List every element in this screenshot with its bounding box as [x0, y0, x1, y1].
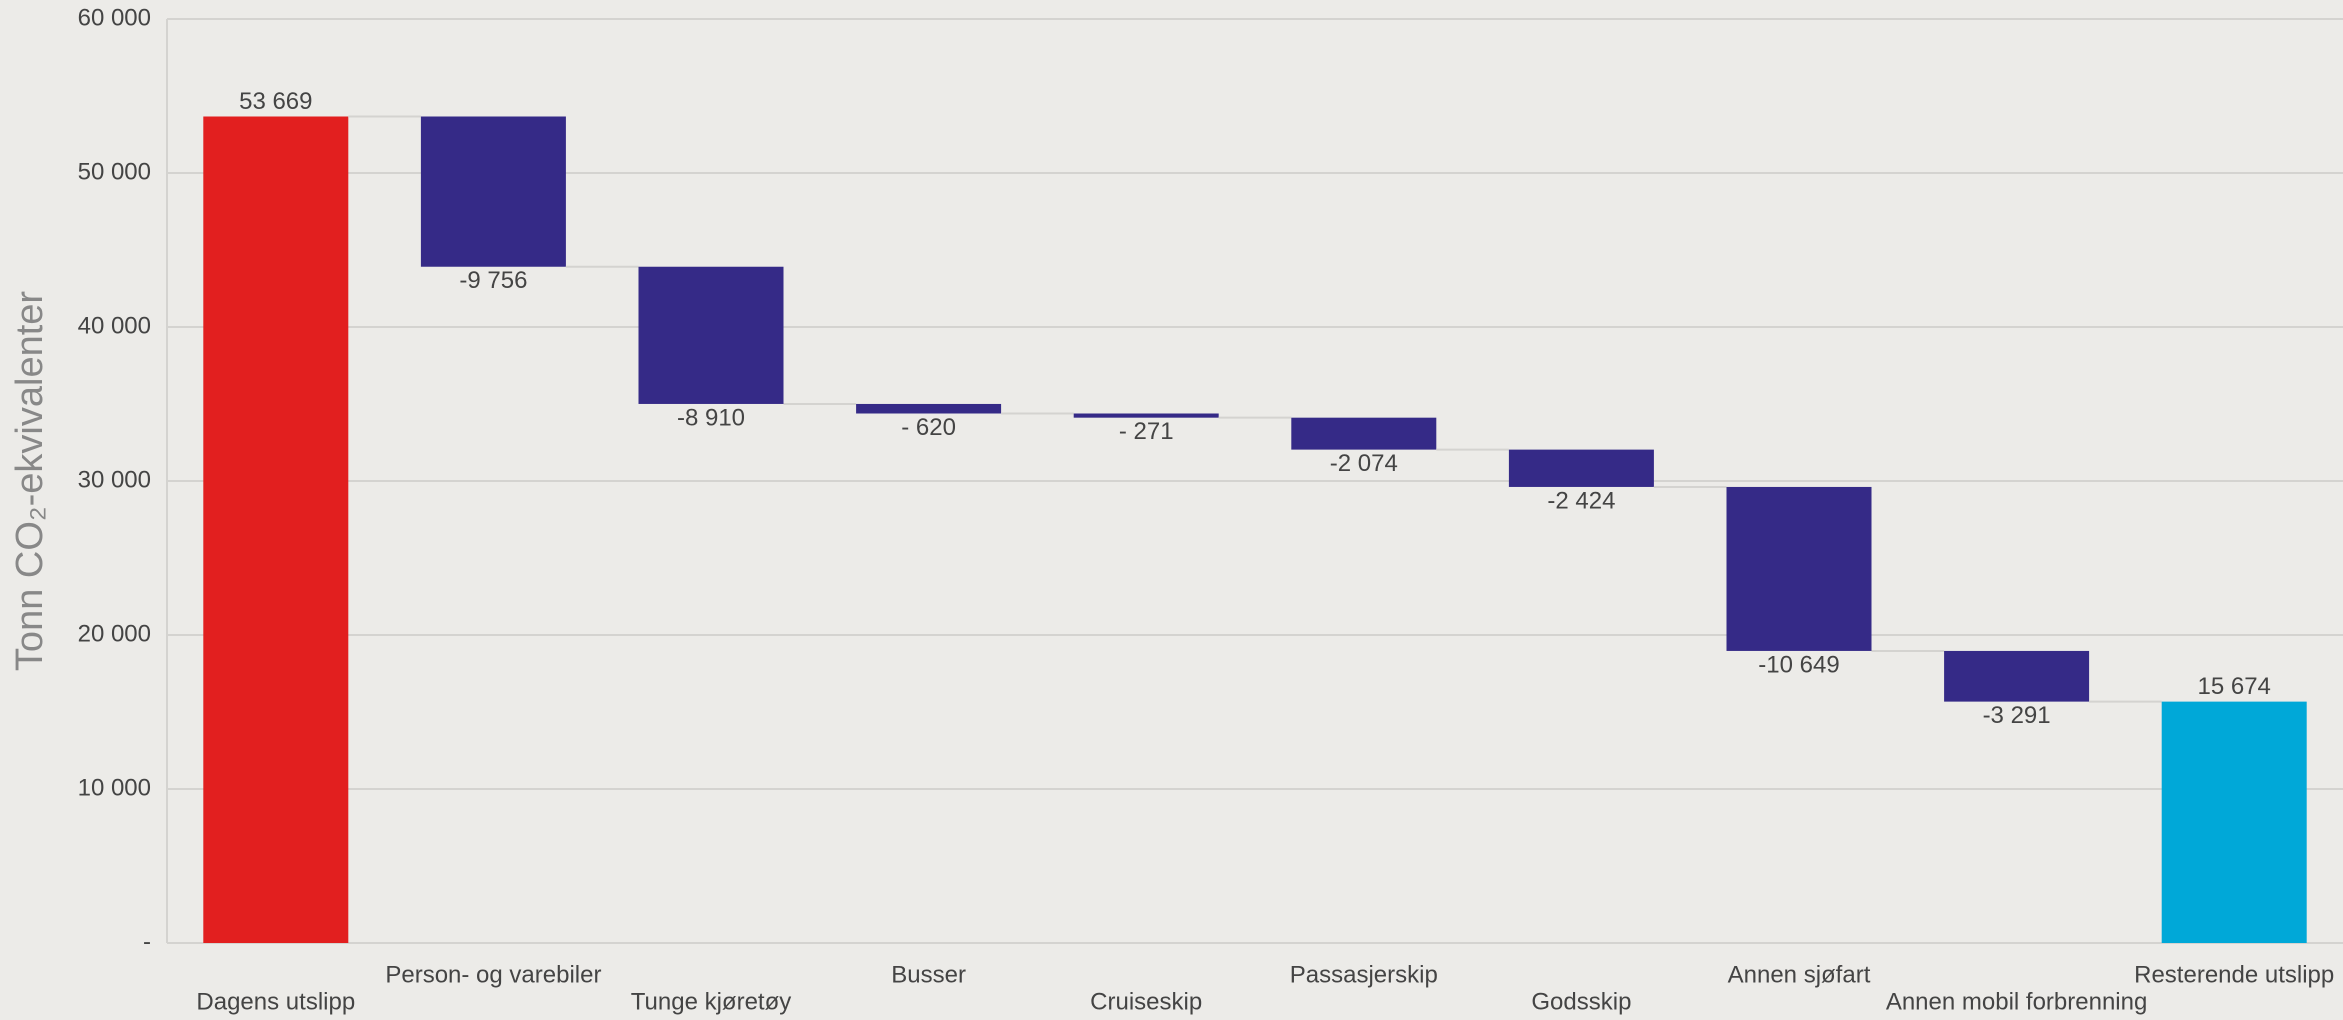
data-label: - 271 — [1119, 418, 1174, 445]
bar — [1073, 413, 1219, 418]
bar — [1508, 449, 1654, 487]
x-tick-label: Godsskip — [1531, 988, 1631, 1015]
x-tick-label: Annen mobil forbrenning — [1886, 988, 2148, 1015]
bar — [856, 403, 1002, 414]
bar — [1726, 486, 1872, 651]
y-tick-label: 40 000 — [78, 312, 151, 339]
bar — [638, 266, 784, 404]
data-label: - 620 — [901, 414, 956, 441]
y-tick-label: 60 000 — [78, 4, 151, 31]
data-label: -8 910 — [677, 404, 745, 431]
x-tick-label: Dagens utslipp — [196, 988, 355, 1015]
data-label: 53 669 — [239, 88, 312, 115]
bar — [420, 116, 566, 267]
y-axis-label: Tonn CO₂-ekvivalenter — [9, 291, 51, 671]
bar — [1944, 650, 2090, 702]
bar — [203, 116, 349, 944]
y-tick-label: 30 000 — [78, 466, 151, 493]
y-tick-label: 10 000 — [78, 774, 151, 801]
data-label: 15 674 — [2197, 673, 2270, 700]
y-tick-label: 50 000 — [78, 158, 151, 185]
x-tick-label: Passasjerskip — [1290, 961, 1438, 988]
x-tick-label: Resterende utslipp — [2134, 961, 2334, 988]
x-tick-label: Tunge kjøretøy — [631, 988, 792, 1015]
data-label: -9 756 — [459, 267, 527, 294]
data-label: -2 424 — [1547, 487, 1615, 514]
y-tick-label: - — [143, 928, 151, 955]
y-tick-label: 20 000 — [78, 620, 151, 647]
bar — [2161, 701, 2307, 943]
x-tick-label: Cruiseskip — [1090, 988, 1202, 1015]
x-tick-label: Annen sjøfart — [1728, 961, 1871, 988]
data-label: -3 291 — [1983, 702, 2051, 729]
bar — [1291, 417, 1437, 450]
x-tick-label: Busser — [891, 961, 966, 988]
x-tick-label: Person- og varebiler — [385, 961, 601, 988]
data-label: -2 074 — [1330, 450, 1398, 477]
data-label: -10 649 — [1758, 651, 1839, 678]
